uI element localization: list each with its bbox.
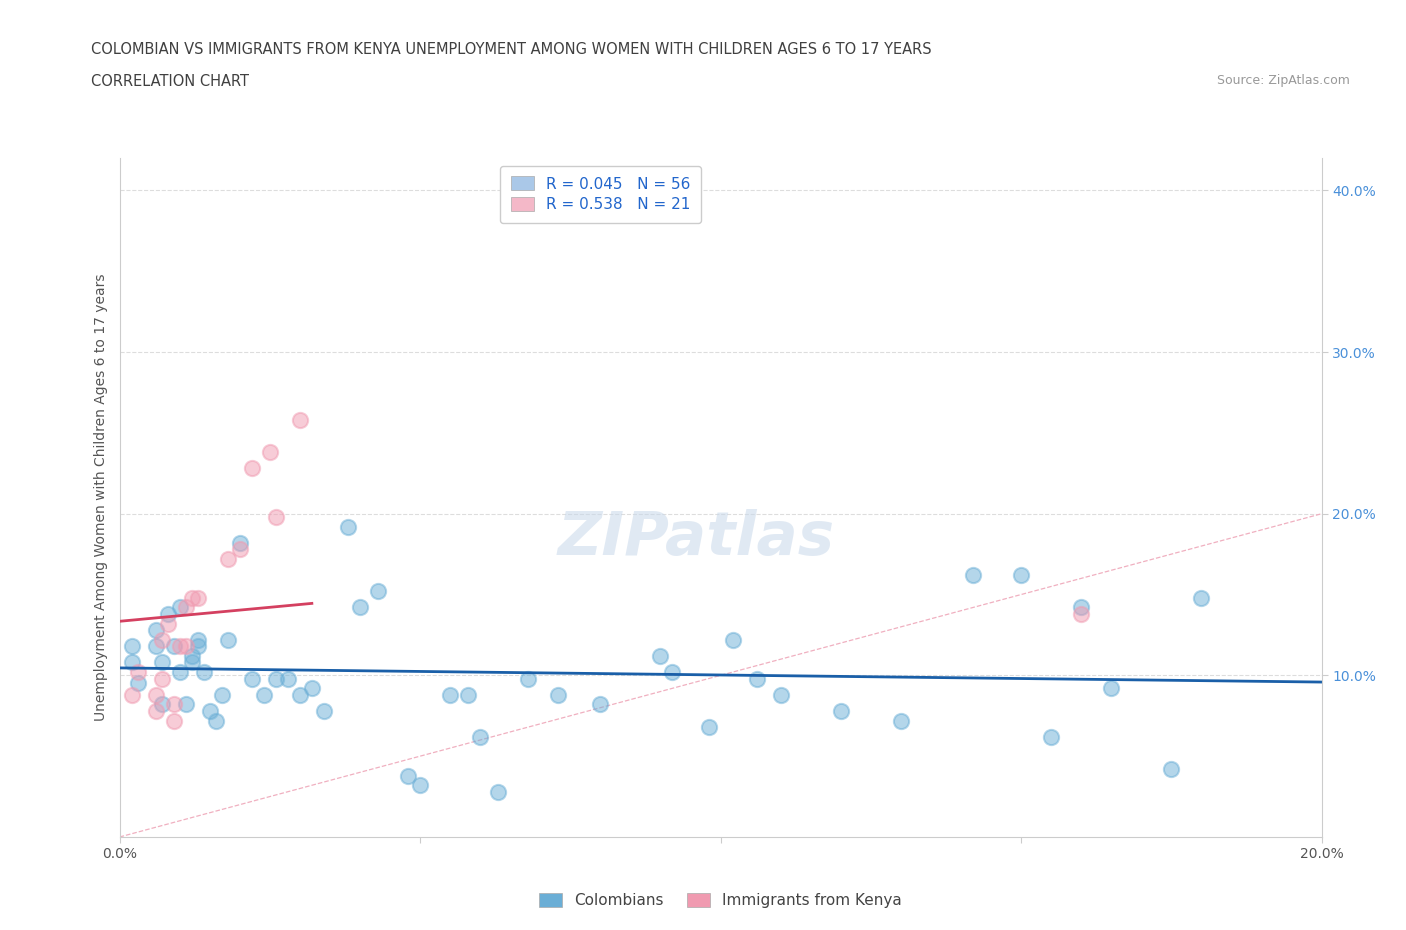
Point <box>174 600 197 615</box>
Point <box>127 676 149 691</box>
Text: Source: ZipAtlas.com: Source: ZipAtlas.com <box>1216 74 1350 87</box>
Point <box>336 519 359 534</box>
Point <box>145 703 167 718</box>
Point <box>259 445 281 459</box>
Point <box>277 671 299 686</box>
Point <box>169 665 191 680</box>
Text: COLOMBIAN VS IMMIGRANTS FROM KENYA UNEMPLOYMENT AMONG WOMEN WITH CHILDREN AGES 6: COLOMBIAN VS IMMIGRANTS FROM KENYA UNEMP… <box>91 42 932 57</box>
Point <box>174 697 197 711</box>
Point <box>468 729 492 744</box>
Point <box>240 461 263 476</box>
Point <box>121 639 143 654</box>
Point <box>162 713 184 728</box>
Point <box>517 671 540 686</box>
Point <box>312 703 335 718</box>
Point <box>264 510 287 525</box>
Point <box>187 591 209 605</box>
Point <box>150 655 173 670</box>
Point <box>890 713 912 728</box>
Point <box>253 687 276 702</box>
Point <box>301 681 323 696</box>
Point <box>457 687 479 702</box>
Point <box>409 777 432 792</box>
Point <box>156 617 179 631</box>
Point <box>1160 762 1182 777</box>
Point <box>187 632 209 647</box>
Point <box>1070 606 1092 621</box>
Point <box>367 584 389 599</box>
Point <box>349 600 371 615</box>
Point <box>650 648 672 663</box>
Point <box>1040 729 1063 744</box>
Point <box>486 784 509 799</box>
Point <box>174 639 197 654</box>
Point <box>661 665 683 680</box>
Point <box>156 606 179 621</box>
Point <box>830 703 852 718</box>
Point <box>745 671 768 686</box>
Point <box>180 591 202 605</box>
Point <box>193 665 215 680</box>
Point <box>162 697 184 711</box>
Legend: Colombians, Immigrants from Kenya: Colombians, Immigrants from Kenya <box>530 884 911 918</box>
Point <box>217 632 239 647</box>
Point <box>697 720 720 735</box>
Point <box>1010 567 1032 582</box>
Text: ZIPatlas: ZIPatlas <box>558 509 835 568</box>
Point <box>962 567 984 582</box>
Point <box>198 703 221 718</box>
Point <box>228 536 252 551</box>
Point <box>145 687 167 702</box>
Point <box>1099 681 1122 696</box>
Point <box>150 671 173 686</box>
Point <box>721 632 744 647</box>
Point <box>240 671 263 686</box>
Point <box>150 697 173 711</box>
Point <box>211 687 233 702</box>
Point <box>145 623 167 638</box>
Point <box>589 697 612 711</box>
Point <box>180 648 202 663</box>
Point <box>439 687 461 702</box>
Point <box>127 665 149 680</box>
Point <box>121 687 143 702</box>
Point <box>1070 600 1092 615</box>
Point <box>180 655 202 670</box>
Point <box>288 687 311 702</box>
Point <box>217 551 239 566</box>
Point <box>547 687 569 702</box>
Text: CORRELATION CHART: CORRELATION CHART <box>91 74 249 89</box>
Point <box>228 542 252 557</box>
Point <box>187 639 209 654</box>
Point <box>769 687 792 702</box>
Point <box>264 671 287 686</box>
Point <box>204 713 226 728</box>
Point <box>169 639 191 654</box>
Point <box>162 639 184 654</box>
Point <box>145 639 167 654</box>
Y-axis label: Unemployment Among Women with Children Ages 6 to 17 years: Unemployment Among Women with Children A… <box>94 273 108 722</box>
Point <box>169 600 191 615</box>
Point <box>396 768 419 783</box>
Point <box>288 413 311 428</box>
Point <box>150 632 173 647</box>
Point <box>121 655 143 670</box>
Point <box>1189 591 1212 605</box>
